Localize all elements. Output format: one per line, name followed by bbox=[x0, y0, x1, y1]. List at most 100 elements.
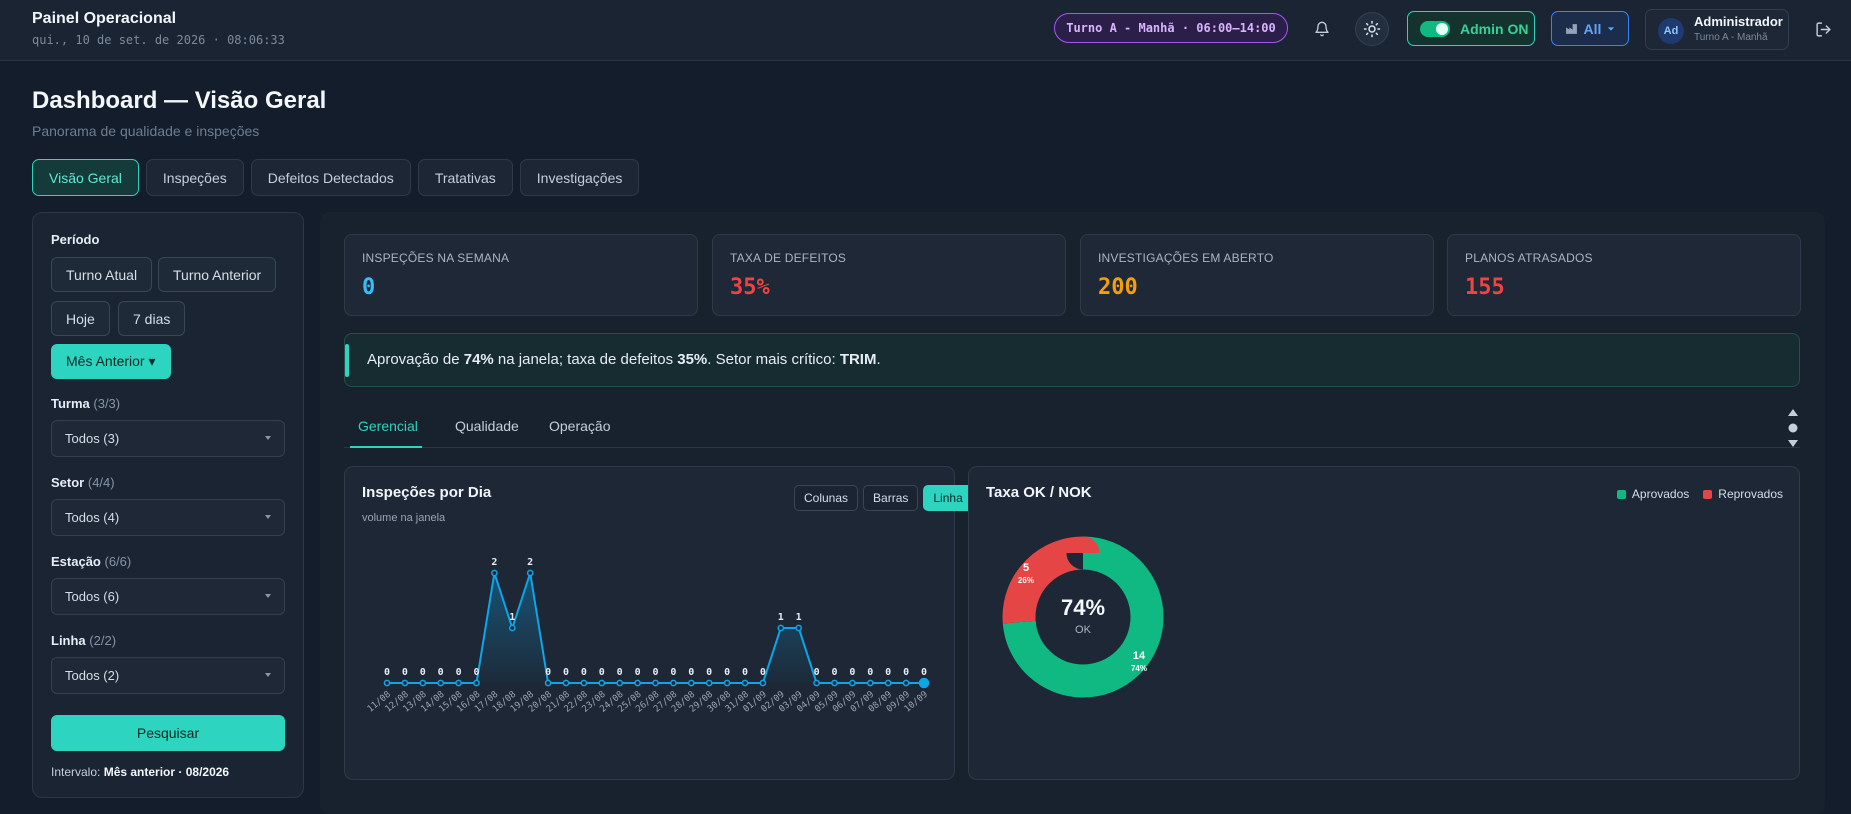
chart-type-barras[interactable]: Barras bbox=[863, 485, 919, 511]
data-point[interactable] bbox=[670, 679, 677, 687]
linha-label-text: Linha bbox=[51, 633, 86, 648]
data-point[interactable] bbox=[741, 679, 749, 687]
data-label: 0 bbox=[921, 667, 927, 678]
legend-item-aprovados[interactable]: Aprovados bbox=[1616, 487, 1689, 501]
logout-button[interactable] bbox=[1807, 13, 1839, 45]
data-point[interactable] bbox=[849, 679, 856, 687]
sun-icon bbox=[1363, 20, 1381, 38]
data-point[interactable] bbox=[723, 679, 731, 687]
insight-part: na janela; taxa de defeitos bbox=[493, 351, 678, 368]
data-point[interactable] bbox=[383, 679, 391, 687]
tab-tratativas[interactable]: Tratativas bbox=[417, 159, 513, 196]
subtab-gerencial[interactable]: Gerencial bbox=[358, 418, 418, 434]
app-title: Painel Operacional bbox=[32, 10, 177, 27]
period-chip-turno-atual[interactable]: Turno Atual bbox=[51, 257, 153, 292]
chart-type-linha[interactable]: Linha bbox=[923, 485, 973, 511]
tab-investigacoes[interactable]: Investigações bbox=[519, 159, 640, 196]
tab-inspecoes[interactable]: Inspeções bbox=[145, 159, 244, 196]
data-point[interactable] bbox=[687, 679, 695, 687]
theme-toggle-button[interactable] bbox=[1355, 12, 1389, 46]
data-point[interactable] bbox=[705, 679, 713, 687]
kpi-label: INSPEÇÕES NA SEMANA bbox=[362, 251, 510, 265]
insight-text: Aprovação de 74% na janela; taxa de defe… bbox=[367, 351, 881, 368]
data-point[interactable] bbox=[866, 679, 874, 687]
user-menu[interactable]: Ad Administrador Turno A - Manhã bbox=[1645, 9, 1789, 50]
linha-select[interactable]: Todos (2) bbox=[51, 657, 285, 694]
subtab-qualidade[interactable]: Qualidade bbox=[455, 418, 519, 434]
kpi-label: TAXA DE DEFEITOS bbox=[730, 251, 847, 265]
plant-filter-dropdown[interactable]: All bbox=[1551, 11, 1629, 46]
estacao-select[interactable]: Todos (6) bbox=[51, 578, 285, 615]
chart-type-toggle: Colunas Barras Linha bbox=[794, 485, 973, 511]
data-label: 0 bbox=[760, 667, 766, 678]
avatar: Ad bbox=[1658, 18, 1684, 44]
period-chip-turno-anterior[interactable]: Turno Anterior bbox=[158, 257, 277, 292]
donut-chart: 74% OK 14 74% 5 26% bbox=[1002, 536, 1164, 698]
caret-down-icon bbox=[265, 594, 271, 598]
data-point[interactable] bbox=[526, 569, 534, 577]
tab-defeitos-detectados[interactable]: Defeitos Detectados bbox=[250, 159, 411, 196]
shift-badge[interactable]: Turno A - Manhã · 06:00–14:00 bbox=[1054, 13, 1288, 43]
toggle-switch bbox=[1420, 20, 1450, 37]
data-point[interactable] bbox=[616, 679, 624, 687]
slice-percent-label: 26% bbox=[1018, 576, 1034, 585]
interval-prefix: Intervalo: bbox=[51, 765, 101, 779]
data-point[interactable] bbox=[491, 569, 498, 577]
turma-filter-label: Turma (3/3) bbox=[51, 396, 120, 411]
search-button[interactable]: Pesquisar bbox=[51, 715, 285, 751]
data-point[interactable] bbox=[562, 679, 570, 687]
data-label: 0 bbox=[438, 667, 444, 678]
data-point[interactable] bbox=[831, 679, 838, 687]
setor-select[interactable]: Todos (4) bbox=[51, 499, 285, 536]
data-point[interactable] bbox=[544, 679, 552, 687]
data-point[interactable] bbox=[437, 679, 445, 687]
data-point[interactable] bbox=[455, 679, 462, 687]
data-point[interactable] bbox=[401, 679, 409, 687]
scroll-arrows-icon bbox=[1788, 409, 1798, 447]
interval-summary: Intervalo: Mês anterior · 08/2026 bbox=[51, 765, 229, 779]
data-point[interactable] bbox=[473, 679, 480, 687]
data-point[interactable] bbox=[598, 679, 606, 687]
data-label: 0 bbox=[635, 667, 641, 678]
data-point[interactable] bbox=[419, 679, 427, 687]
admin-mode-label: Admin ON bbox=[1460, 20, 1529, 37]
period-chip-7-dias[interactable]: 7 dias bbox=[118, 301, 186, 336]
data-point[interactable] bbox=[813, 679, 820, 687]
data-point[interactable] bbox=[652, 679, 659, 687]
data-point[interactable] bbox=[508, 624, 516, 632]
data-label: 0 bbox=[742, 667, 748, 678]
data-label: 0 bbox=[420, 667, 426, 678]
chart-type-colunas[interactable]: Colunas bbox=[794, 485, 859, 511]
period-chip-hoje[interactable]: Hoje bbox=[51, 301, 110, 336]
user-name: Administrador bbox=[1694, 14, 1783, 29]
data-point[interactable] bbox=[580, 679, 588, 687]
data-point[interactable] bbox=[902, 679, 910, 687]
data-point[interactable] bbox=[884, 679, 892, 687]
data-label: 0 bbox=[903, 667, 909, 678]
data-point[interactable] bbox=[759, 679, 767, 687]
tab-visao-geral[interactable]: Visão Geral bbox=[32, 159, 139, 196]
slice-value-label: 14 bbox=[1133, 650, 1146, 662]
data-label: 0 bbox=[652, 667, 658, 678]
data-point[interactable] bbox=[777, 624, 785, 632]
period-chip-mes-anterior[interactable]: Mês Anterior ▾ bbox=[51, 344, 171, 379]
section-scroll-control[interactable] bbox=[1786, 408, 1800, 448]
data-point[interactable] bbox=[795, 624, 803, 632]
top-bar: Painel Operacional qui., 10 de set. de 2… bbox=[0, 0, 1851, 61]
data-label: 0 bbox=[456, 667, 462, 678]
admin-mode-toggle[interactable]: Admin ON bbox=[1407, 11, 1535, 46]
kpi-value: 155 bbox=[1465, 275, 1505, 300]
insight-part: . Setor mais crítico: bbox=[707, 351, 840, 368]
data-label: 0 bbox=[867, 667, 873, 678]
data-point[interactable] bbox=[634, 679, 641, 687]
subtab-operacao[interactable]: Operação bbox=[549, 418, 611, 434]
legend-swatch bbox=[1703, 490, 1713, 499]
legend-item-reprovados[interactable]: Reprovados bbox=[1703, 487, 1783, 501]
pie-slice-reprovados[interactable] bbox=[1002, 536, 1164, 698]
notifications-button[interactable] bbox=[1306, 13, 1338, 45]
turma-select[interactable]: Todos (3) bbox=[51, 420, 285, 457]
data-label: 0 bbox=[706, 667, 712, 678]
data-point[interactable] bbox=[918, 677, 930, 689]
kpi-value: 35% bbox=[730, 275, 770, 300]
kpi-label: PLANOS ATRASADOS bbox=[1465, 251, 1593, 265]
